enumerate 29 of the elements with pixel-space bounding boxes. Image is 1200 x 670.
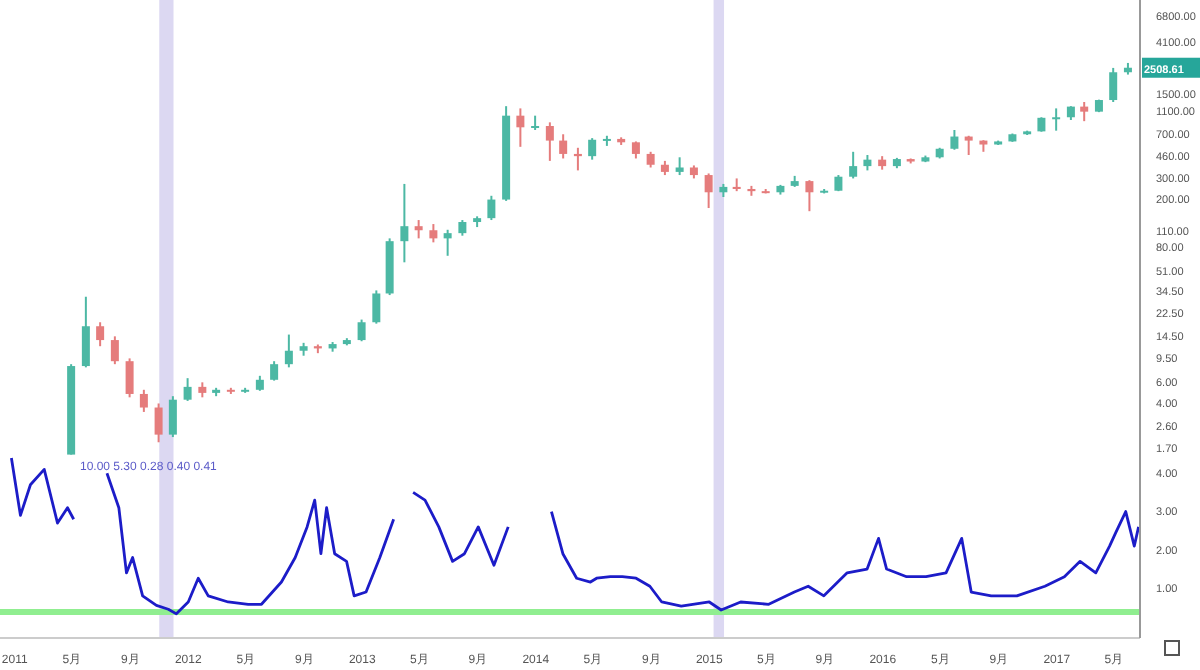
candlestick	[588, 137, 597, 161]
candlestick	[400, 182, 409, 264]
candlestick	[443, 228, 452, 257]
candlestick	[704, 172, 713, 210]
candlestick	[372, 289, 381, 325]
candlestick	[125, 357, 134, 399]
candlestick	[1080, 101, 1089, 123]
candlestick	[284, 333, 293, 369]
candlestick	[139, 388, 148, 413]
candlestick	[270, 360, 279, 382]
candlestick	[154, 402, 163, 444]
candlestick	[849, 150, 858, 180]
candlestick	[414, 219, 423, 240]
candlestick	[487, 194, 496, 222]
candlestick	[559, 133, 568, 160]
candlestick	[964, 134, 973, 157]
candlestick	[96, 321, 105, 348]
candlestick	[183, 377, 192, 402]
candlestick	[805, 179, 814, 213]
candlestick	[168, 395, 177, 439]
candlestick	[81, 295, 90, 369]
candlestick	[429, 223, 438, 244]
candlestick	[516, 107, 525, 148]
candlestick	[545, 121, 554, 162]
candlestick	[1052, 107, 1061, 132]
candlestick	[357, 318, 366, 343]
candlestick	[1109, 66, 1118, 103]
candlestick	[110, 335, 119, 366]
candlestick	[950, 128, 959, 151]
